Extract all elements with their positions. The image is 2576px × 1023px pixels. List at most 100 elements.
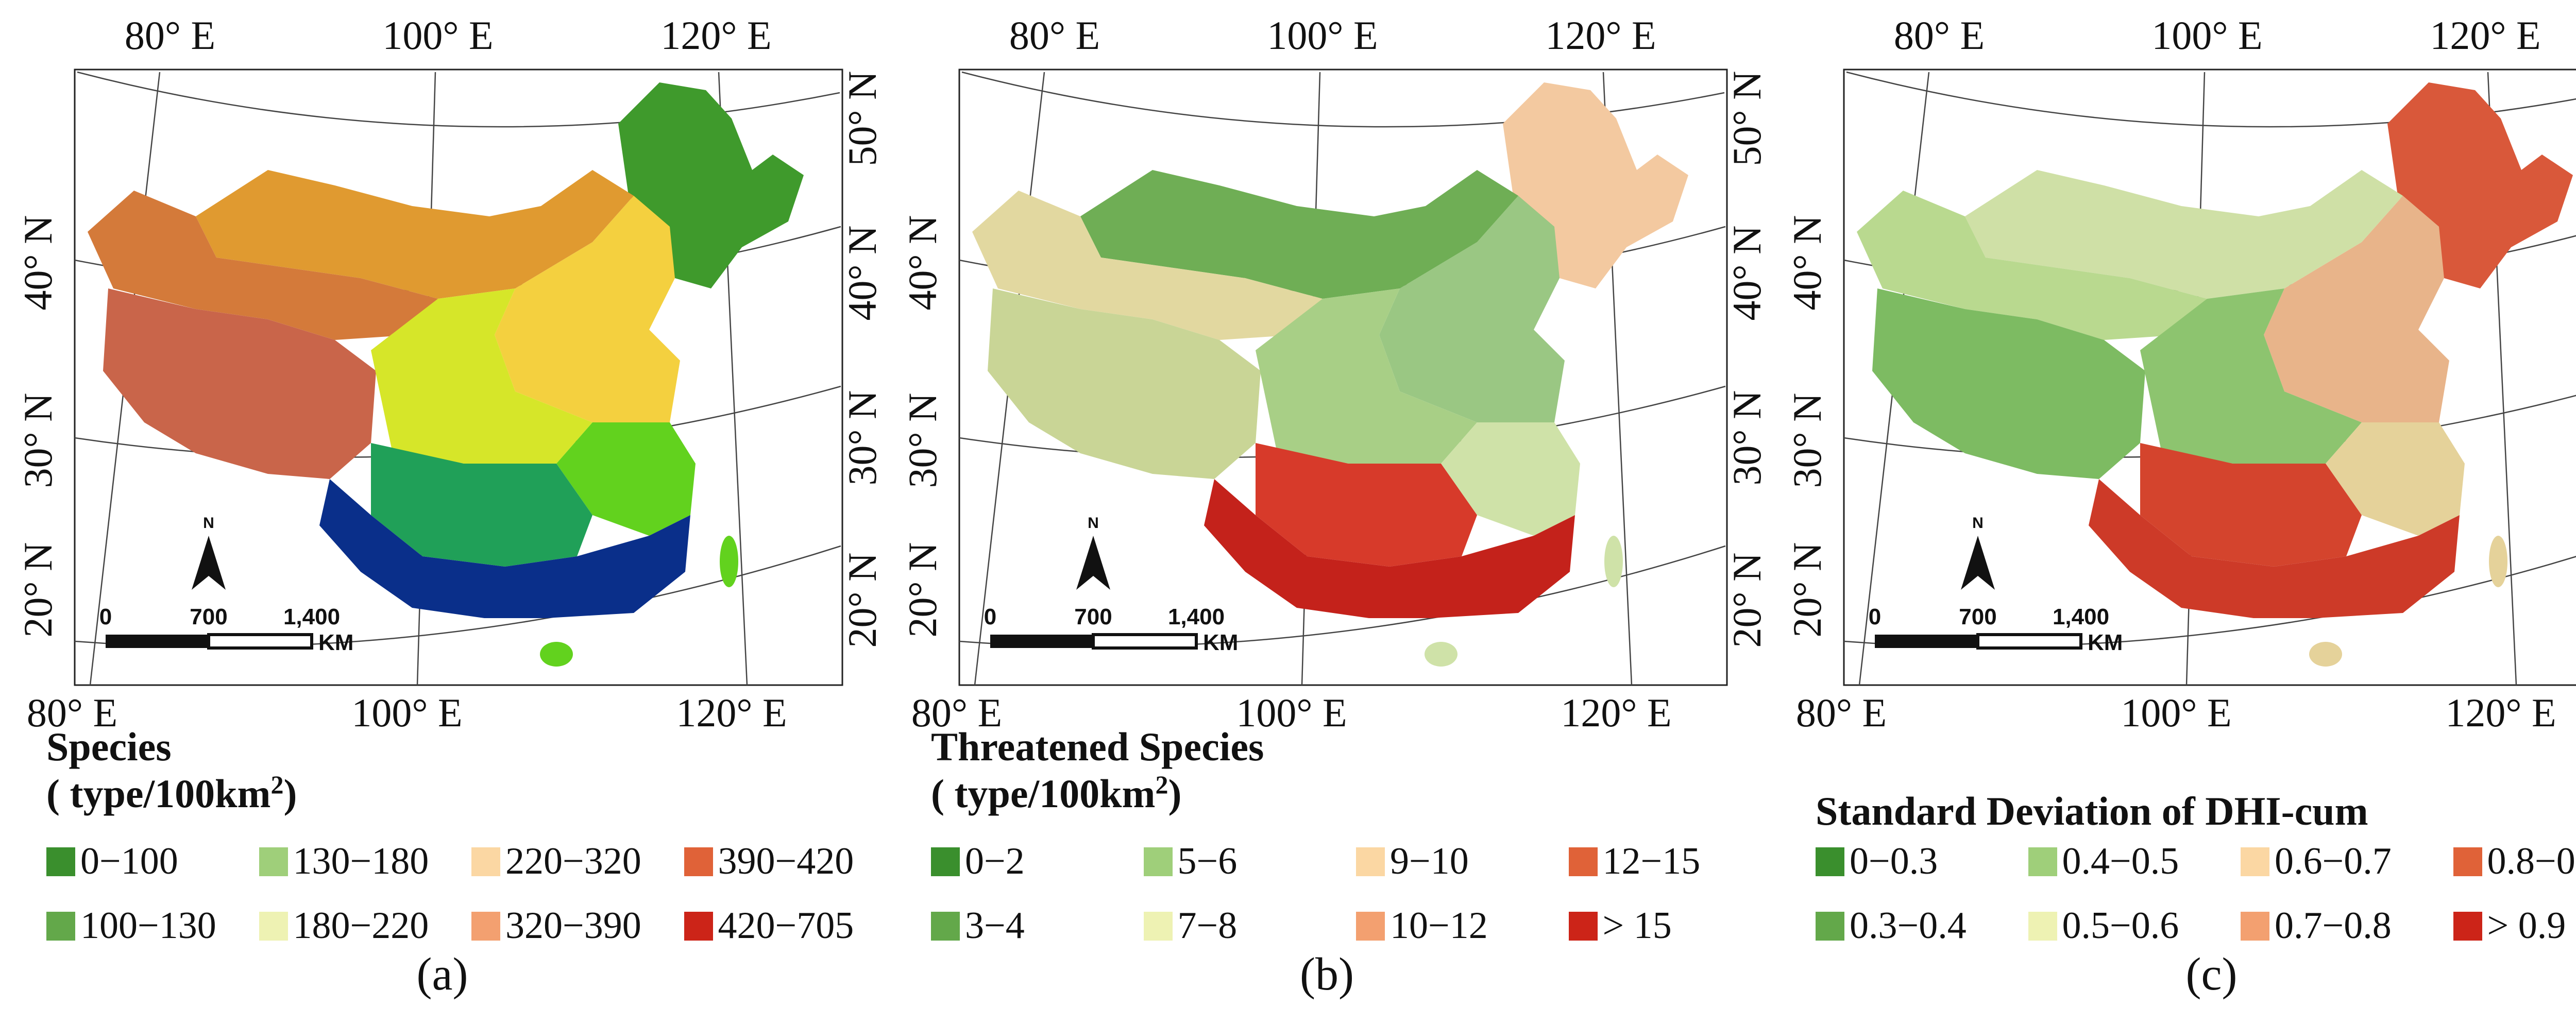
legend-title-line1: Threatened Species	[931, 724, 1264, 769]
legend-item: 7−8	[1143, 904, 1351, 948]
legend-label: 420−705	[718, 905, 854, 947]
bottom-lon-label: 80° E	[27, 690, 117, 731]
island-hainan	[2309, 642, 2342, 667]
legend-item: > 15	[1568, 904, 1776, 948]
top-lon-label: 100° E	[382, 13, 493, 58]
legend-item: > 0.9	[2453, 904, 2576, 948]
legend-swatch	[2453, 847, 2482, 876]
north-arrow-icon: N	[192, 515, 226, 590]
legend-swatch	[684, 911, 713, 941]
map-frame: 80° E 100° E 120° E 80° E 100° E 120° E …	[900, 13, 1769, 731]
region-tibet	[1872, 288, 2145, 479]
legend-item: 390−420	[684, 840, 892, 883]
legend-swatch	[1143, 911, 1173, 941]
left-lat-label: 20° N	[900, 542, 945, 637]
region-south	[1204, 479, 1575, 618]
panel-a: 80° E 100° E 120° E 80° E 100° E 120° E …	[0, 0, 885, 1023]
panel-c: 80° E 100° E 120° E 80° E 100° E 120° E …	[1769, 0, 2576, 1023]
legend-label: 9−10	[1390, 840, 1469, 882]
legend-label: 0.7−0.8	[2275, 905, 2392, 947]
legend-label: 7−8	[1177, 905, 1238, 947]
bottom-lon-label: 100° E	[2121, 690, 2231, 731]
region-inner-mongolia	[1080, 170, 1518, 299]
legend-swatch	[259, 911, 288, 941]
right-lat-label: 40° N	[840, 225, 885, 320]
island-taiwan	[2489, 536, 2507, 587]
legend: 0−2 5−6 9−10 12−15 3−4 7−8 10−12 > 15	[931, 840, 1776, 948]
legend-swatch	[471, 911, 500, 941]
island-hainan	[1425, 642, 1458, 667]
left-lat-label: 20° N	[1785, 542, 1829, 637]
top-lon-label: 80° E	[125, 13, 215, 58]
legend-swatch	[1816, 911, 1844, 941]
legend-item: 0.3−0.4	[1816, 904, 2023, 948]
legend-item: 3−4	[931, 904, 1139, 948]
legend: 0−0.3 0.4−0.5 0.6−0.7 0.8−0.9 0.3−0.4 0.5−0.6…	[1816, 840, 2576, 948]
left-lat-label: 20° N	[15, 542, 60, 637]
region-south	[319, 479, 690, 618]
region-northwest	[972, 191, 1323, 340]
legend: 0−100 130−180 220−320 390−420 100−130 180−220…	[46, 840, 891, 948]
legend-label: 100−130	[80, 905, 216, 947]
right-lat-label: 50° N	[840, 71, 885, 166]
map-frame: 80° E 100° E 120° E 80° E 100° E 120° E …	[1785, 13, 2576, 731]
legend-title: Standard Deviation of DHI-cum	[1816, 788, 2368, 834]
left-lat-label: 40° N	[1785, 215, 1829, 310]
right-lat-label: 30° N	[1724, 390, 1769, 485]
legend-label: 0.5−0.6	[2062, 905, 2179, 947]
legend-label: 0−2	[965, 840, 1025, 882]
island-taiwan	[1604, 536, 1623, 587]
legend-label: 390−420	[718, 840, 854, 882]
panel-caption: (c)	[2185, 949, 2238, 1000]
scale-tick-label: 1,400	[283, 604, 340, 629]
region-central	[1256, 288, 1477, 464]
region-central	[371, 288, 592, 464]
legend-swatch	[2028, 911, 2057, 941]
map-frame: 80° E 100° E 120° E 80° E 100° E 120° E …	[15, 13, 885, 731]
north-arrow-label: N	[1088, 515, 1099, 532]
panel-caption: (a)	[416, 949, 468, 1000]
legend-label: 220−320	[505, 840, 641, 882]
legend-item: 0.6−0.7	[2241, 840, 2448, 883]
right-lat-label: 50° N	[1724, 71, 1769, 166]
legend-title-line1: Standard Deviation of DHI-cum	[1816, 789, 2368, 833]
north-arrow-label: N	[203, 515, 214, 532]
top-lon-label: 80° E	[1009, 13, 1100, 58]
top-lon-label: 120° E	[660, 13, 771, 58]
legend-title-line1: Species	[46, 724, 172, 769]
legend-item: 10−12	[1356, 904, 1564, 948]
legend-label: 5−6	[1177, 840, 1238, 882]
legend-item: 9−10	[1356, 840, 1564, 883]
scale-unit-label: KM	[318, 630, 353, 655]
legend-title-line2: ( type/100km2)	[46, 770, 297, 816]
left-lat-label: 40° N	[15, 215, 60, 310]
legend-swatch	[1816, 847, 1844, 876]
region-southcentral	[2140, 443, 2362, 567]
scale-unit-label: KM	[1203, 630, 1238, 655]
scale-tick-label: 1,400	[1168, 604, 1225, 629]
legend-label: 0.4−0.5	[2062, 840, 2179, 882]
legend-swatch	[1568, 911, 1598, 941]
legend-label: 3−4	[965, 905, 1025, 947]
region-southcentral	[1256, 443, 1477, 567]
scale-tick-label: 700	[1959, 604, 1996, 629]
region-southcentral	[371, 443, 592, 567]
region-inner-mongolia	[1965, 170, 2403, 299]
right-lat-label: 20° N	[1724, 552, 1769, 647]
region-east	[1441, 422, 1580, 536]
region-tibet	[988, 288, 1261, 479]
legend-item: 180−220	[259, 904, 467, 948]
top-lon-label: 120° E	[2430, 13, 2540, 58]
scale-tick-label: 0	[99, 604, 112, 629]
legend-swatch	[1143, 847, 1173, 876]
china-map	[88, 82, 804, 667]
legend-swatch	[2453, 911, 2482, 941]
legend-swatch	[2241, 847, 2269, 876]
legend-item: 0−100	[46, 840, 254, 883]
legend-title-line2: ( type/100km2)	[931, 770, 1182, 816]
region-north	[1379, 196, 1565, 422]
panel-b: 80° E 100° E 120° E 80° E 100° E 120° E …	[885, 0, 1769, 1023]
bottom-lon-label: 100° E	[1236, 690, 1347, 731]
legend-swatch	[931, 911, 960, 941]
top-lon-label: 80° E	[1894, 13, 1985, 58]
